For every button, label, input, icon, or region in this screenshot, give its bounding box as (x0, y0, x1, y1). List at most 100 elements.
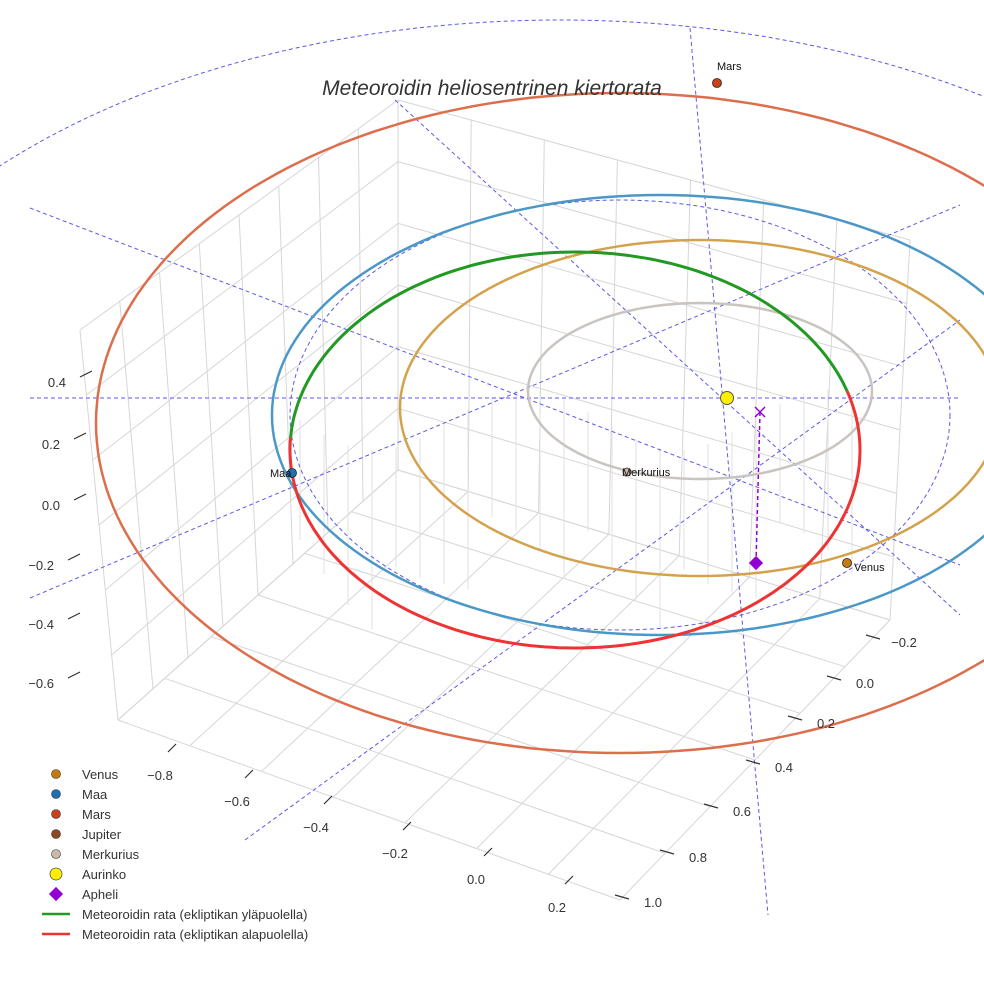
x-tick-mark (564, 875, 574, 885)
x-tick-mark (483, 847, 493, 857)
legend-label: Aurinko (82, 867, 126, 882)
x-tick-mark (244, 769, 254, 779)
ecliptic-inner-ring (289, 199, 951, 631)
floor-line (397, 469, 891, 621)
back-wall-horizontal (79, 99, 399, 331)
z-tick-label: −0.4 (28, 617, 54, 632)
back-wall-horizontal (92, 222, 399, 461)
back-wall-horizontal (98, 284, 399, 526)
y-tick-label: 0.4 (775, 760, 793, 775)
ecliptic-ray (29, 204, 961, 599)
legend-swatch-sun (49, 867, 63, 881)
meteoroid-orbit (288, 250, 862, 650)
maa-marker (287, 468, 297, 478)
venus-marker (842, 558, 852, 568)
aphelion-projection-marker (754, 406, 766, 418)
legend-swatch-dot (51, 769, 61, 779)
y-tick-label: −0.2 (891, 635, 917, 650)
y-tick-mark (745, 759, 761, 765)
z-tick-mark (67, 671, 81, 679)
ecliptic-ray (29, 207, 961, 566)
z-tick-mark (73, 493, 87, 501)
legend-label: Merkurius (82, 847, 140, 862)
floor-line (351, 511, 846, 668)
legend: Venus Maa Mars Jupiter Merkurius Aurinko Aphel… (42, 767, 308, 942)
y-tick-mark (865, 634, 881, 640)
ecliptic-polar-grid (0, 19, 984, 916)
y-tick-mark (703, 803, 719, 809)
z-tick-label: 0.2 (42, 437, 60, 452)
floor-line (257, 594, 756, 761)
y-tick-mark (787, 715, 803, 721)
x-tick-label: 0.0 (467, 872, 485, 887)
merkurius-marker (622, 467, 632, 477)
legend-label: Meteoroidin rata (ekliptikan yläpuolella… (82, 907, 307, 922)
z-tick-mark (67, 612, 81, 620)
legend-swatch-dot (51, 789, 61, 799)
ecliptic-ray (689, 27, 769, 916)
z-tick-label: −0.2 (28, 558, 54, 573)
y-tick-label: 0.2 (817, 716, 835, 731)
legend-label: Jupiter (82, 827, 122, 842)
right-wall-horizontal (397, 346, 897, 494)
x-tick-label: −0.2 (382, 846, 408, 861)
markers: Mars Maa Merkurius Venus (270, 61, 885, 574)
floor-line (211, 636, 711, 808)
meteoroid-orbit-below (288, 390, 862, 650)
ecliptic-outer-ring (0, 19, 984, 167)
x-tick-mark (402, 821, 412, 831)
y-tick-label: 0.6 (733, 804, 751, 819)
right-wall-horizontal (397, 161, 907, 304)
legend-swatch-dot (51, 809, 61, 819)
y-tick-label: 0.0 (856, 676, 874, 691)
legend-label: Apheli (82, 887, 118, 902)
right-wall-horizontal (397, 407, 894, 558)
y-tick-label: 0.8 (689, 850, 707, 865)
back-wall-horizontal (105, 346, 399, 591)
ecliptic-ray (394, 99, 961, 616)
venus-orbit (398, 238, 984, 578)
back-wall-horizontal (86, 161, 399, 396)
chart-title: Meteoroidin heliosentrinen kiertorata (322, 77, 662, 100)
x-tick-label: −0.4 (303, 820, 329, 835)
back-wall-horizontal (111, 407, 399, 656)
maa-label: Maa (270, 468, 292, 480)
z-tick-mark (73, 432, 87, 440)
legend-swatch-dot (51, 829, 61, 839)
x-tick-mark (323, 795, 333, 805)
aphelion-marker (748, 555, 764, 571)
z-tick-label: 0.4 (48, 375, 66, 390)
z-tick-label: −0.6 (28, 676, 54, 691)
sun-marker (720, 391, 734, 405)
y-tick-mark (826, 675, 842, 681)
x-tick-mark (167, 743, 177, 753)
merkurius-label: Merkurius (622, 467, 671, 479)
legend-label: Maa (82, 787, 108, 802)
ecliptic-ray (244, 319, 961, 841)
x-tick-label: −0.8 (147, 768, 173, 783)
z-tick-mark (67, 553, 81, 561)
z-tick-mark (79, 370, 93, 378)
axis-grid (79, 99, 911, 901)
legend-swatch-diamond (48, 886, 64, 902)
floor-line (164, 677, 666, 854)
mars-orbit (94, 91, 984, 755)
maa-orbit (270, 193, 984, 637)
right-wall-horizontal (397, 284, 901, 431)
y-tick-mark (659, 849, 675, 855)
mars-marker (712, 78, 722, 88)
legend-label: Venus (82, 767, 119, 782)
y-tick-mark (614, 894, 630, 900)
right-wall-horizontal (397, 222, 904, 368)
axis-ticks: 0.4 0.2 0.0 −0.2 −0.4 −0.6 −0.8 −0.6 −0.4 −0.2 0.0… (28, 370, 917, 915)
legend-label: Meteoroidin rata (ekliptikan alapuolella… (82, 927, 308, 942)
meteoroid-orbit-above (289, 250, 849, 438)
mars-label: Mars (717, 61, 742, 73)
x-tick-label: −0.6 (224, 794, 250, 809)
x-tick-label: 0.2 (548, 900, 566, 915)
y-tick-label: 1.0 (644, 895, 662, 910)
planet-orbits (94, 91, 984, 755)
legend-label: Mars (82, 807, 111, 822)
